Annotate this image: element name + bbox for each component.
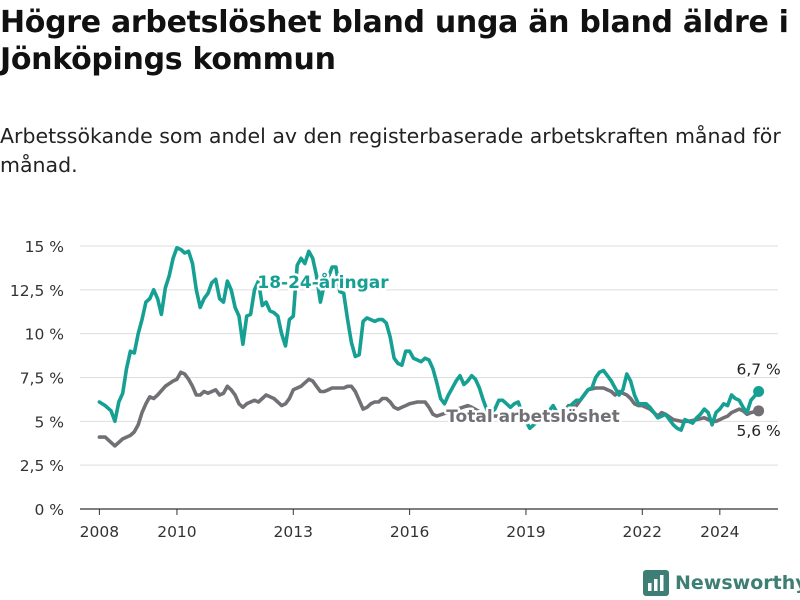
x-tick-label: 2013: [274, 523, 313, 541]
series-label-total: Total arbetslöshet: [446, 407, 620, 427]
chart-title: Högre arbetslöshet bland unga än bland ä…: [0, 5, 789, 77]
grid-lines: [80, 245, 778, 510]
series-label-youth: 18-24-åringar: [257, 271, 389, 293]
x-axis: 2008 2010 2013 2016 2019 2022 2024: [80, 509, 740, 541]
y-tick-label: 0 %: [34, 501, 64, 519]
series-line-youth: [97, 246, 761, 432]
series-labels: 18-24-åringar Total arbetslöshet 6,7 % 5,6 …: [255, 269, 783, 443]
end-value-total: 5,6 %: [736, 422, 780, 440]
x-tick-label: 2019: [506, 523, 545, 541]
newsworthy-logo: Newsworthy: [643, 568, 800, 598]
x-tick-label: 2022: [623, 523, 662, 541]
end-value-youth: 6,7 %: [736, 361, 780, 379]
x-tick-label: 2024: [700, 523, 739, 541]
y-tick-label: 5 %: [34, 413, 64, 431]
series-lines: [97, 246, 765, 448]
y-tick-label: 2,5 %: [20, 457, 64, 475]
x-tick-label: 2008: [80, 523, 119, 541]
y-tick-label: 10 %: [25, 326, 64, 344]
chart-subtitle: Arbetssökande som andel av den registerb…: [0, 124, 781, 177]
y-axis: 0 % 2,5 % 5 % 7,5 % 10 % 12,5 % 15 %: [10, 238, 64, 519]
end-point-youth: [753, 386, 765, 398]
y-tick-label: 7,5 %: [20, 370, 64, 388]
x-tick-label: 2010: [157, 523, 196, 541]
brand-name: Newsworthy: [675, 572, 800, 594]
x-tick-label: 2016: [390, 523, 429, 541]
y-tick-label: 12,5 %: [10, 282, 64, 300]
bar-chart-logo-icon: [643, 570, 669, 596]
series-line-total: [97, 370, 761, 448]
end-point-total: [753, 405, 765, 417]
y-tick-label: 15 %: [25, 238, 64, 256]
